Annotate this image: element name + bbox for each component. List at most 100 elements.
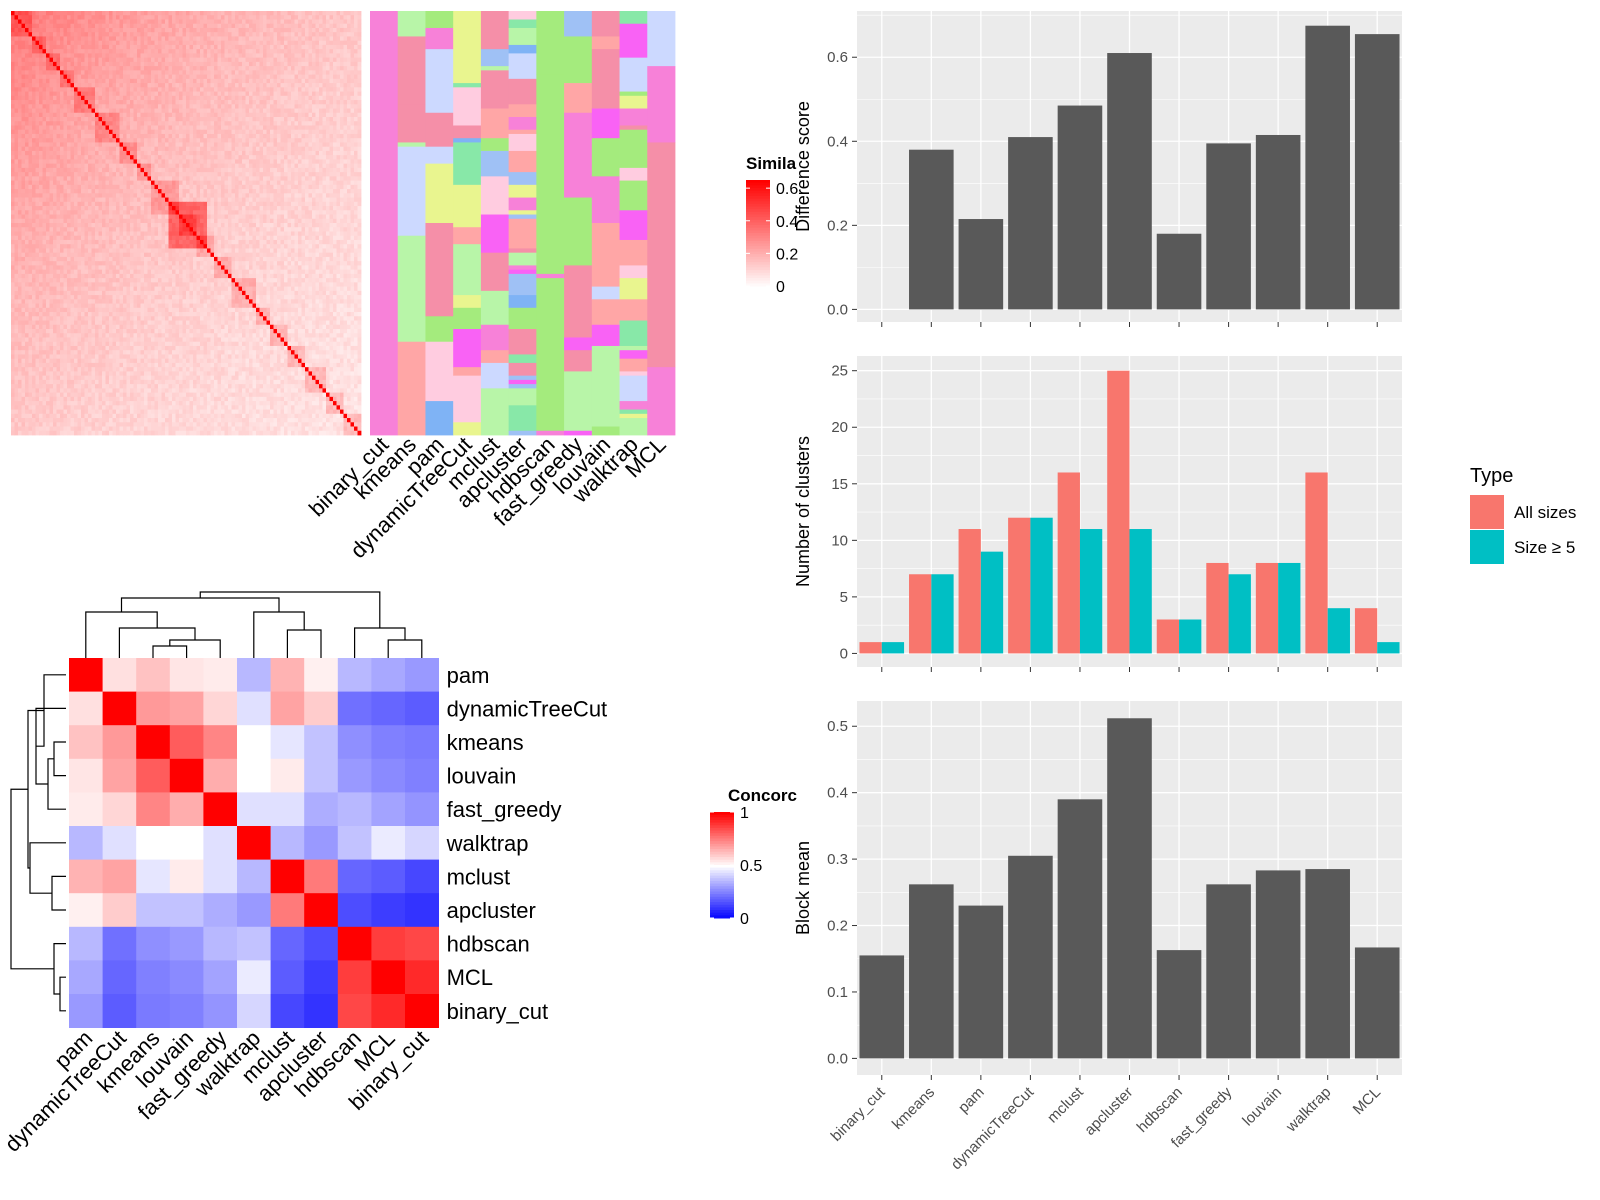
similarity-cell (70, 129, 75, 135)
similarity-cell (49, 193, 54, 198)
similarity-cell (347, 74, 351, 80)
similarity-cell (81, 206, 85, 211)
similarity-cell (315, 23, 320, 29)
similarity-cell (305, 155, 309, 160)
similarity-cell (126, 142, 131, 148)
similarity-cell (336, 49, 341, 54)
similarity-cell (151, 70, 155, 75)
similarity-cell (242, 125, 246, 131)
similarity-cell (305, 163, 309, 169)
similarity-cell (189, 66, 194, 71)
similarity-cell (238, 36, 243, 42)
similarity-cell (294, 117, 299, 122)
similarity-cell (11, 95, 15, 101)
similarity-cell (315, 87, 320, 92)
similarity-cell (21, 201, 26, 207)
similarity-cell (210, 180, 215, 186)
similarity-cell (14, 23, 19, 29)
similarity-cell (46, 163, 50, 169)
similarity-cell (21, 27, 26, 33)
similarity-cell (259, 108, 264, 114)
similarity-cell (266, 32, 271, 37)
similarity-cell (221, 36, 225, 42)
similarity-cell (270, 70, 274, 75)
similarity-cell (210, 218, 215, 224)
similarity-cell (39, 87, 43, 92)
similarity-cell (357, 121, 362, 126)
similarity-cell (287, 53, 292, 59)
similarity-cell (140, 189, 145, 194)
similarity-cell (154, 70, 159, 75)
similarity-cell (266, 23, 271, 29)
similarity-cell (144, 142, 148, 148)
similarity-cell (119, 214, 124, 220)
similarity-cell (151, 206, 155, 211)
similarity-cell (354, 108, 358, 114)
similarity-cell (326, 70, 330, 75)
similarity-cell (102, 19, 106, 25)
similarity-cell (186, 83, 190, 88)
similarity-cell (147, 163, 152, 169)
similarity-cell (252, 125, 257, 131)
similarity-cell (315, 172, 320, 177)
similarity-cell (74, 138, 78, 143)
similarity-cell (273, 189, 278, 194)
similarity-cell (11, 193, 15, 198)
similarity-cell (140, 40, 145, 46)
similarity-cell (91, 66, 96, 71)
similarity-cell (168, 159, 173, 165)
similarity-cell (119, 121, 124, 126)
similarity-cell (84, 91, 89, 97)
similarity-cell (186, 210, 190, 215)
similarity-cell (193, 133, 197, 139)
similarity-cell (224, 53, 229, 59)
similarity-cell (210, 74, 215, 80)
similarity-cell (186, 108, 190, 114)
similarity-cell (182, 189, 187, 194)
similarity-cell (221, 180, 225, 186)
similarity-cell (294, 184, 299, 190)
similarity-cell (49, 121, 54, 126)
similarity-cell (63, 117, 68, 122)
similarity-cell (263, 61, 267, 67)
similarity-cell (140, 11, 145, 16)
similarity-cell (63, 70, 68, 75)
similarity-cell (130, 133, 134, 139)
similarity-cell (154, 32, 159, 37)
similarity-cell (301, 44, 306, 50)
similarity-cell (32, 150, 36, 156)
similarity-cell (329, 66, 334, 71)
similarity-cell (245, 23, 250, 29)
similarity-cell (312, 87, 316, 92)
similarity-cell (189, 201, 194, 207)
similarity-cell (109, 138, 113, 143)
similarity-cell (200, 11, 204, 16)
similarity-cell (189, 104, 194, 109)
similarity-cell (140, 36, 145, 42)
similarity-cell (305, 27, 309, 33)
similarity-cell (228, 11, 232, 16)
similarity-cell (165, 218, 169, 224)
similarity-cell (140, 15, 145, 20)
similarity-cell (25, 108, 29, 114)
similarity-cell (67, 108, 71, 114)
similarity-cell (39, 197, 43, 203)
similarity-cell (46, 176, 50, 181)
similarity-cell (294, 142, 299, 148)
similarity-cell (11, 133, 15, 139)
similarity-cell (207, 23, 211, 29)
similarity-cell (354, 138, 358, 143)
similarity-cell (179, 155, 183, 160)
similarity-cell (343, 66, 348, 71)
similarity-cell (305, 23, 309, 29)
similarity-cell (252, 159, 257, 165)
similarity-cell (196, 150, 201, 156)
similarity-cell (217, 53, 222, 59)
similarity-cell (308, 104, 313, 109)
similarity-cell (322, 66, 327, 71)
similarity-cell (112, 70, 117, 75)
similarity-cell (56, 19, 61, 25)
similarity-cell (357, 74, 362, 80)
similarity-cell (112, 150, 117, 156)
similarity-cell (340, 155, 344, 160)
